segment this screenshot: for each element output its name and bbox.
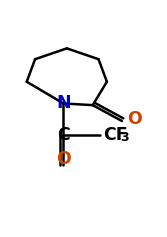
Text: O: O	[56, 150, 71, 168]
Text: 3: 3	[120, 131, 128, 144]
Text: N: N	[56, 95, 71, 113]
Text: C: C	[57, 126, 70, 144]
Text: CF: CF	[104, 126, 128, 144]
Text: O: O	[127, 109, 142, 128]
